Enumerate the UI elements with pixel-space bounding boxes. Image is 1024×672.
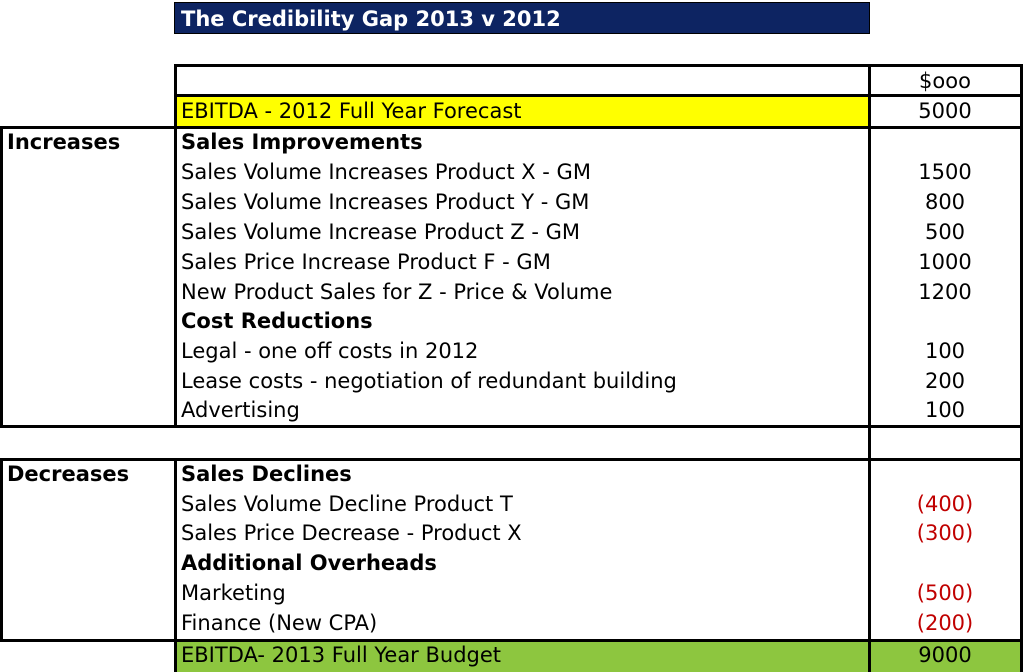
- end-row-value: 9000: [918, 643, 972, 667]
- decreases-label: Decreases: [7, 462, 130, 486]
- line-item-value: 1000: [918, 250, 972, 274]
- line-item-label: Marketing: [181, 581, 286, 605]
- line-item-label: Legal - one off costs in 2012: [181, 339, 479, 363]
- line-item-value: 800: [924, 190, 966, 214]
- section-heading: Cost Reductions: [181, 309, 373, 333]
- line-item-value: (400): [916, 492, 974, 516]
- page-title: The Credibility Gap 2013 v 2012: [174, 2, 870, 34]
- section-heading: Sales Declines: [181, 462, 352, 486]
- increases-block: [0, 126, 1023, 428]
- section-heading: Additional Overheads: [181, 551, 437, 575]
- decreases-block: [0, 458, 1023, 642]
- end-row-label: EBITDA- 2013 Full Year Budget: [181, 643, 502, 667]
- line-item-label: Lease costs - negotiation of redundant b…: [181, 369, 677, 393]
- line-item-value: (300): [916, 521, 974, 545]
- line-item-label: New Product Sales for Z - Price & Volume: [181, 280, 613, 304]
- line-item-label: Sales Price Decrease - Product X: [181, 521, 522, 545]
- line-item-label: Finance (New CPA): [181, 611, 378, 635]
- line-item-value: 1500: [918, 160, 972, 184]
- line-item-label: Sales Volume Increases Product Y - GM: [181, 190, 590, 214]
- start-row-label: EBITDA - 2012 Full Year Forecast: [181, 99, 522, 123]
- line-item-value: 200: [924, 369, 966, 393]
- start-row-highlight: [177, 97, 868, 126]
- line-item-label: Sales Volume Increases Product X - GM: [181, 160, 591, 184]
- line-item-label: Sales Volume Increase Product Z - GM: [181, 220, 581, 244]
- line-item-value: 100: [924, 339, 966, 363]
- line-item-value: 100: [924, 398, 966, 422]
- spacer-cell: [868, 425, 1023, 461]
- increases-label: Increases: [7, 130, 121, 154]
- line-item-label: Advertising: [181, 398, 300, 422]
- line-item-label: Sales Volume Decline Product T: [181, 492, 513, 516]
- unit-header: $ooo: [919, 69, 971, 93]
- line-item-value: (500): [916, 581, 974, 605]
- section-heading: Sales Improvements: [181, 130, 423, 154]
- line-item-value: 500: [924, 220, 966, 244]
- line-item-value: 1200: [918, 280, 972, 304]
- line-item-label: Sales Price Increase Product F - GM: [181, 250, 551, 274]
- header-row: [174, 64, 1023, 97]
- line-item-value: (200): [916, 611, 974, 635]
- start-row-value: 5000: [918, 99, 972, 123]
- end-row-highlight: [177, 642, 1023, 672]
